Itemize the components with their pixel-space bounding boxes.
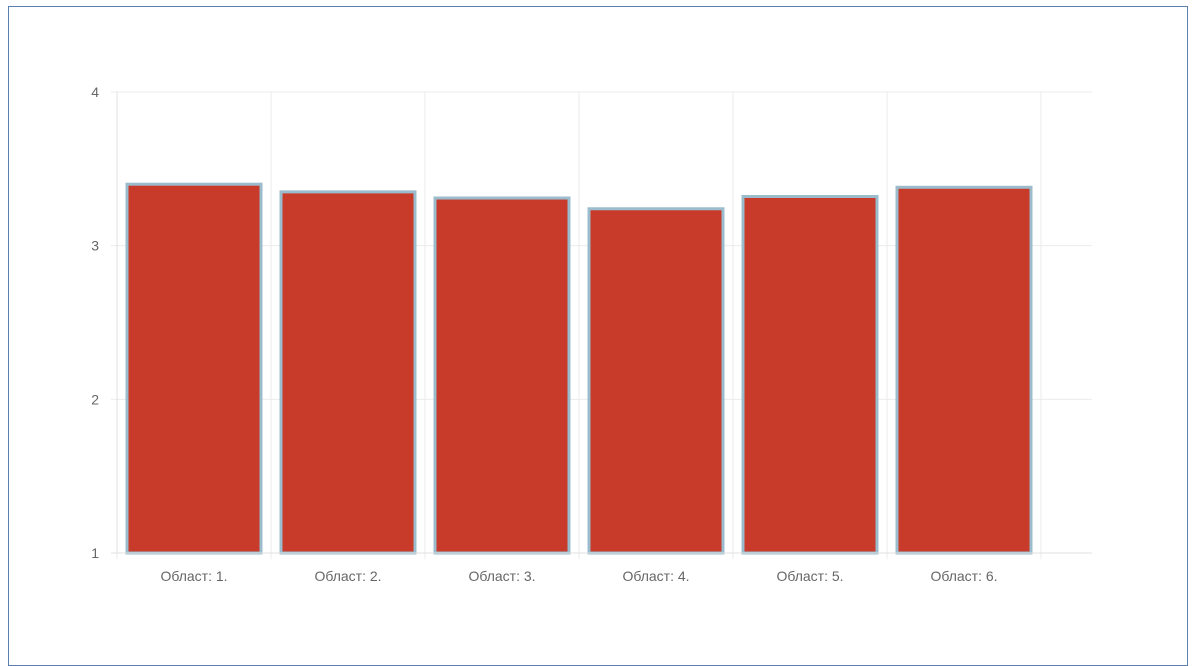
bar[interactable]	[433, 196, 571, 555]
x-tick-label: Област: 5.	[776, 568, 843, 584]
bar[interactable]	[279, 190, 417, 555]
x-tick-label: Област: 6.	[930, 568, 997, 584]
x-tick-labels: Област: 1. Област: 2. Област: 3. Област: 4.…	[160, 568, 997, 584]
y-tick-labels: 1 2 3 4	[91, 84, 99, 561]
y-tick-label: 2	[91, 391, 99, 407]
y-tick-label: 4	[91, 84, 99, 100]
x-tick-label: Област: 4.	[622, 568, 689, 584]
bars	[125, 182, 1033, 555]
y-tick-label: 3	[91, 238, 99, 254]
x-tick-label: Област: 2.	[314, 568, 381, 584]
y-tick-label: 1	[91, 545, 99, 561]
bar[interactable]	[895, 185, 1033, 555]
x-tick-label: Област: 3.	[468, 568, 535, 584]
axes	[111, 92, 1092, 554]
bar[interactable]	[741, 194, 879, 555]
bar[interactable]	[587, 207, 725, 555]
bar[interactable]	[125, 182, 263, 555]
x-tick-label: Област: 1.	[160, 568, 227, 584]
